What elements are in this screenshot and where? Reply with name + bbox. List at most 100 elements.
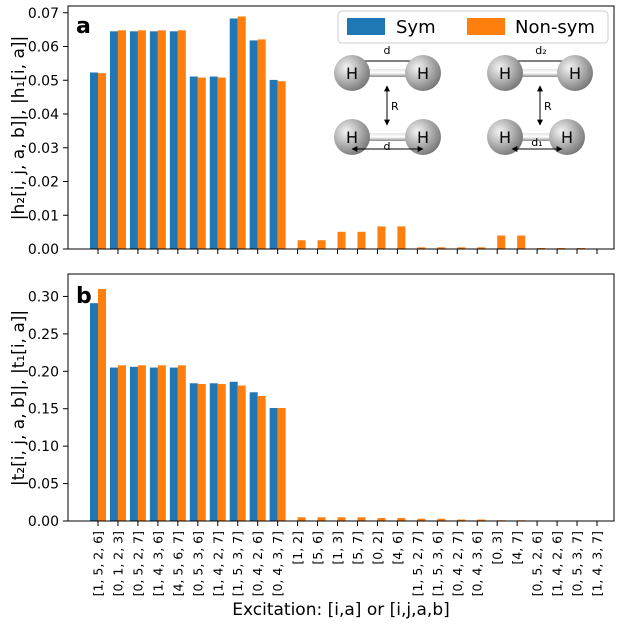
bond-top [505, 69, 575, 77]
panel-a-bar-sym [169, 31, 178, 250]
panel-b-y-axis-label: |t₂[i, j, a, b]|, |t₁[i, a]| [9, 310, 29, 486]
panel-b-bar-sym [169, 367, 178, 521]
panel-b-bar-nonsym [98, 288, 106, 521]
panel-b-bar-sym [129, 366, 138, 521]
atom-h-2 [405, 55, 441, 91]
legend-swatch-nonsym [467, 18, 505, 35]
inset-nonsym-molecule: d₂ H H R H H d₁ [487, 44, 593, 155]
x-axis-label: Excitation: [i,a] or [i,j,a,b] [232, 600, 450, 620]
panel-b-bar-nonsym [277, 407, 286, 521]
panel-a-bar-nonsym [157, 30, 166, 249]
panel-b-y-ticks: 0.00 0.05 0.10 0.15 0.20 0.25 0.30 [28, 289, 68, 530]
panel-a-y-ticks: 0.00 0.01 0.02 0.03 0.04 0.05 0.06 0.07 [28, 6, 68, 258]
x-tick-label: [0, 4, 2, 6] [250, 531, 265, 596]
panel-b-frame [67, 273, 615, 522]
panel-b-bar-nonsym [417, 518, 426, 521]
bond-bottom [512, 133, 567, 141]
panel-a-bar-sym [229, 18, 238, 249]
atom-h-1 [334, 55, 370, 91]
x-tick-label: [0, 4, 3, 7] [270, 531, 285, 596]
legend-label-nonsym: Non-sym [515, 17, 595, 38]
panel-b-bar-nonsym [437, 518, 446, 521]
panel-a-bar-nonsym [577, 247, 586, 249]
panel-a-bar-nonsym [117, 30, 126, 249]
x-tick-label: [0, 2] [370, 531, 385, 565]
panel-a-bar-sym [129, 31, 138, 250]
panel-b: 0.00 0.05 0.10 0.15 0.20 0.25 0.30 [1, 5, 2, 6… [9, 273, 615, 620]
atom-label-1: H [499, 64, 511, 83]
panel-a-bar-sym [189, 76, 198, 249]
y-tick-label: 0.00 [28, 242, 59, 258]
panel-b-bar-sym [209, 383, 218, 521]
x-tick-label: [4, 7] [510, 531, 525, 565]
atom-label-4: H [417, 128, 429, 147]
y-tick-label: 0.06 [28, 40, 59, 56]
x-tick-label: [0, 5, 2, 6] [530, 531, 545, 596]
panel-a-bar-nonsym [497, 235, 506, 249]
atom-label-4: H [561, 128, 573, 147]
x-tick-label: [0, 5, 2, 7] [130, 531, 145, 596]
panel-a-bar-sym [249, 40, 258, 249]
panel-a-bar-sym [149, 31, 158, 250]
separation-label: R [544, 100, 552, 113]
panel-b-bar-nonsym [457, 519, 466, 521]
bond-top [352, 69, 423, 77]
x-tick-label: [1, 4, 2, 7] [210, 531, 225, 596]
panel-b-bar-sym [109, 367, 118, 521]
bond-bottom [352, 133, 423, 141]
y-tick-label: 0.02 [28, 175, 59, 191]
y-tick-label: 0.05 [28, 73, 59, 89]
x-tick-label: [0, 5, 3, 7] [570, 531, 585, 596]
panel-b-bar-sym [249, 392, 258, 521]
y-tick-label: 0.00 [28, 514, 59, 530]
panel-a-label: a [76, 14, 91, 39]
x-tick-label: [0, 3] [490, 531, 505, 565]
panel-a-bar-nonsym [537, 247, 546, 249]
panel-a-bar-nonsym [197, 77, 206, 249]
panel-b-bar-nonsym [397, 518, 406, 521]
panel-a-bar-sym [109, 31, 118, 250]
x-tick-label: [1, 4, 3, 7] [590, 531, 605, 596]
panel-a-bar-nonsym [317, 240, 326, 249]
panel-a-bar-sym [269, 79, 278, 249]
panel-a-bar-nonsym [557, 247, 566, 249]
panel-a-bar-nonsym [397, 226, 406, 249]
panel-b-bar-nonsym [177, 365, 186, 521]
panel-b-bar-nonsym [317, 517, 326, 521]
panel-b-bar-nonsym [257, 396, 266, 521]
separation-label: R [391, 100, 399, 113]
panel-b-bar-sym [229, 381, 238, 521]
x-tick-label: [1, 2] [290, 531, 305, 565]
panel-a-bar-nonsym [417, 247, 426, 249]
panel-b-label: b [76, 284, 92, 309]
y-tick-label: 0.07 [28, 6, 59, 22]
panel-b-bar-nonsym [337, 517, 346, 521]
x-tick-label: [1, 5, 2, 6] [91, 531, 106, 596]
atom-label-3: H [346, 128, 358, 147]
panel-b-bar-sym [269, 407, 278, 521]
panel-a-bar-nonsym [137, 30, 146, 249]
y-tick-label: 0.25 [28, 327, 59, 343]
distance-label-top: d₂ [535, 44, 546, 57]
x-tick-label: [1, 4, 3, 6] [150, 531, 165, 596]
x-tick-label: [0, 4, 3, 6] [470, 531, 485, 596]
panel-b-bar-sym [149, 367, 158, 521]
panel-a-bars [90, 16, 586, 250]
legend-swatch-sym [347, 18, 385, 35]
atom-label-2: H [417, 64, 429, 83]
y-tick-label: 0.20 [28, 364, 59, 380]
panel-a-bar-nonsym [437, 247, 446, 249]
x-tick-label: [4, 6] [390, 531, 405, 565]
panel-b-bar-nonsym [237, 385, 246, 521]
panel-b-x-ticks: [1, 5, 2, 6] [0, 1, 2, 3] [0, 5, 2, 7] [1, … [91, 521, 605, 596]
inset-sym-molecule: d H H R H H d [334, 44, 441, 155]
panel-b-bar-nonsym [297, 517, 306, 521]
atom-label-2: H [569, 64, 581, 83]
x-tick-label: [5, 6] [310, 531, 325, 565]
panel-b-bar-nonsym [157, 365, 166, 521]
panel-b-bar-nonsym [477, 519, 486, 521]
panel-a-bar-nonsym [377, 226, 386, 249]
y-tick-label: 0.05 [28, 477, 59, 493]
panel-a-bar-nonsym [257, 39, 266, 249]
